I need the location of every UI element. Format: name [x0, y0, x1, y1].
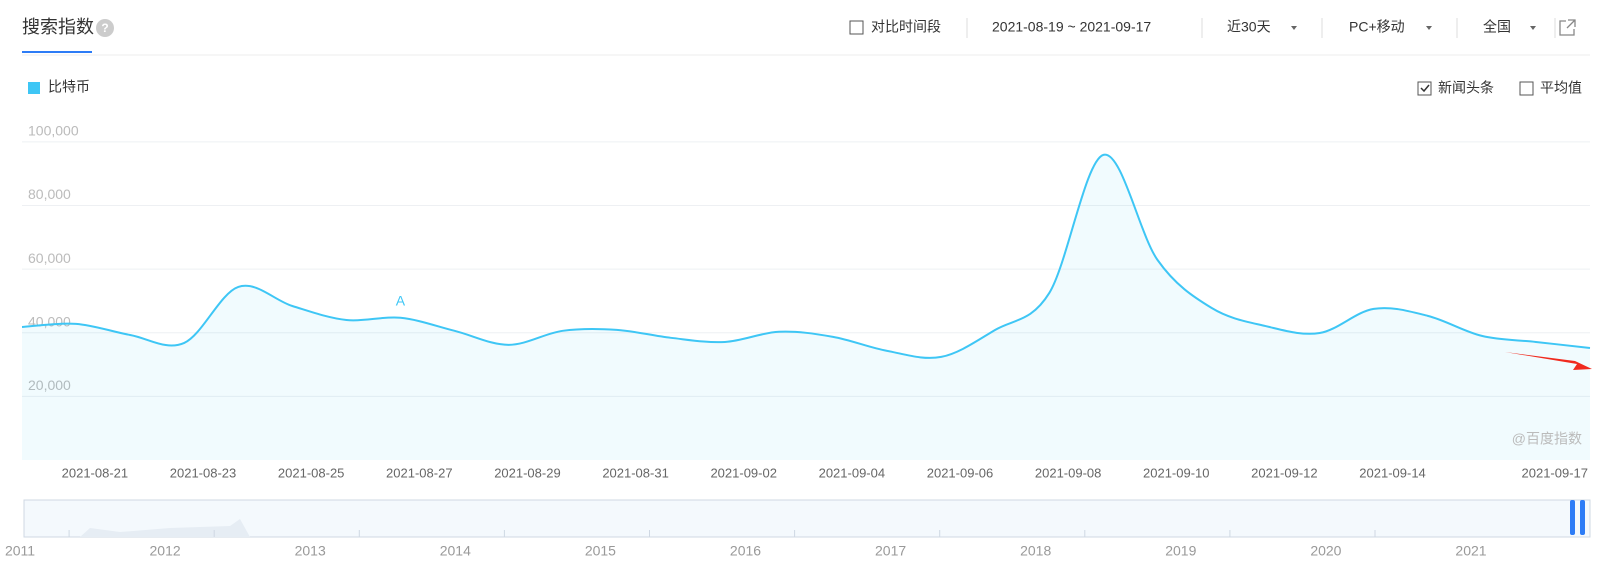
- caret: [1426, 26, 1432, 30]
- red-arrow: [1505, 352, 1592, 370]
- x-tick-label: 2021-09-10: [1143, 465, 1210, 480]
- timeline-handle[interactable]: [1580, 500, 1585, 535]
- average-label[interactable]: 平均值: [1540, 80, 1582, 96]
- legend-swatch[interactable]: [28, 82, 40, 94]
- caret: [1291, 26, 1297, 30]
- help-icon[interactable]: [96, 19, 114, 37]
- legend-label[interactable]: 比特币: [48, 79, 90, 95]
- device-select[interactable]: PC+移动: [1349, 19, 1405, 35]
- year-label: 2011: [5, 543, 35, 559]
- watermark: @百度指数: [1512, 431, 1582, 447]
- compare-checkbox[interactable]: [849, 20, 864, 35]
- average-checkbox[interactable]: [1519, 81, 1534, 96]
- year-label: 2014: [440, 543, 471, 559]
- y-tick-label: 60,000: [28, 250, 71, 266]
- x-tick-label: 2021-09-17: [1522, 465, 1589, 480]
- region-select[interactable]: 全国: [1483, 19, 1511, 35]
- news-checkbox[interactable]: [1417, 81, 1432, 96]
- x-tick-label: 2021-08-21: [62, 465, 129, 480]
- caret: [1530, 26, 1536, 30]
- year-label: 2013: [295, 543, 326, 559]
- year-label: 2015: [585, 543, 616, 559]
- help-mark: ?: [101, 21, 108, 35]
- x-tick-label: 2021-09-06: [927, 465, 994, 480]
- news-label[interactable]: 新闻头条: [1438, 80, 1494, 96]
- year-label: 2016: [730, 543, 761, 559]
- x-tick-label: 2021-09-02: [710, 465, 777, 480]
- annotation: A: [396, 293, 406, 309]
- y-tick-label: 80,000: [28, 186, 71, 202]
- year-label: 2017: [875, 543, 906, 559]
- x-tick-label: 2021-09-08: [1035, 465, 1102, 480]
- x-tick-label: 2021-08-31: [602, 465, 669, 480]
- x-tick-label: 2021-09-12: [1251, 465, 1318, 480]
- year-label: 2020: [1310, 543, 1341, 559]
- x-tick-label: 2021-09-14: [1359, 465, 1426, 480]
- year-label: 2012: [150, 543, 181, 559]
- x-tick-label: 2021-08-23: [170, 465, 237, 480]
- x-tick-label: 2021-08-27: [386, 465, 453, 480]
- x-tick-label: 2021-08-29: [494, 465, 561, 480]
- timeline-years: 2011 2012 2013 2014 2015 2016 2017 2018 2019 2020…: [5, 530, 1487, 559]
- check-mark: [1420, 84, 1430, 93]
- period-select[interactable]: 近30天: [1227, 19, 1271, 35]
- compare-label[interactable]: 对比时间段: [871, 19, 941, 35]
- tab-underline: [22, 51, 92, 53]
- timeline-handle[interactable]: [1570, 500, 1575, 535]
- tab-title[interactable]: 搜索指数: [22, 17, 94, 37]
- year-label: 2018: [1020, 543, 1051, 559]
- x-tick-label: 2021-08-25: [278, 465, 345, 480]
- timeline-box[interactable]: [23, 499, 1591, 538]
- line: [21, 153, 1591, 359]
- timeline-mini: [80, 519, 250, 537]
- y-tick-label: 20,000: [28, 377, 71, 393]
- year-label: 2021: [1455, 543, 1486, 559]
- plot-bg: [22, 110, 1590, 460]
- plot: 20,00040,00060,00080,000100,0002021-08-2…: [21, 110, 1591, 480]
- date-range[interactable]: 2021-08-19 ~ 2021-09-17: [992, 19, 1151, 35]
- share-icon[interactable]: [1559, 19, 1576, 36]
- year-label: 2019: [1165, 543, 1196, 559]
- y-tick-label: 100,000: [28, 123, 79, 139]
- area: [22, 154, 1590, 460]
- x-tick-label: 2021-09-04: [819, 465, 886, 480]
